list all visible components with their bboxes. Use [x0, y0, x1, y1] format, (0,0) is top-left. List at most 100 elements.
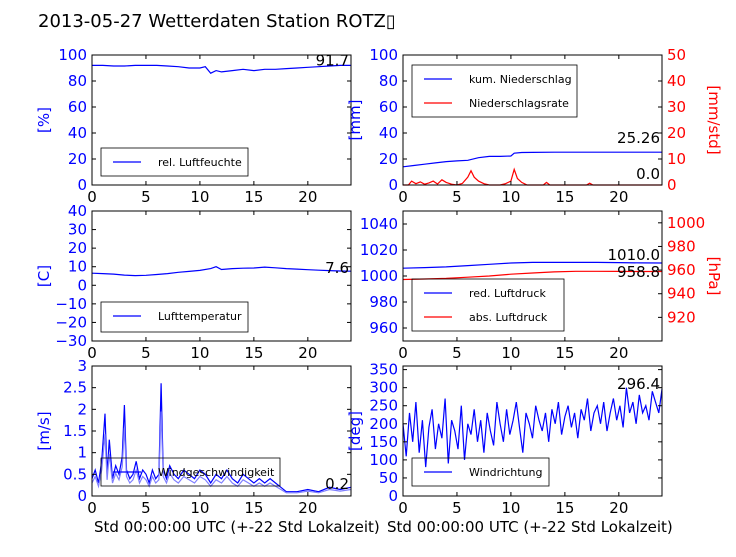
y-tick-label: 1040: [360, 215, 398, 233]
y-tick-label: 100: [369, 451, 398, 469]
y-tick-label: 0: [77, 176, 87, 194]
y-tick-label: 60: [68, 98, 87, 116]
panel-temperature: 0 5 10 15 20−30−20−10010203040[C]Lufttempera…: [35, 202, 352, 362]
x-tick-label: 10: [501, 344, 520, 362]
series-line-precipitation-1: [403, 167, 662, 186]
value-annotation: 958.8: [617, 263, 660, 281]
x-tick-label: 0: [398, 499, 408, 517]
y-tick-label: 1000: [360, 267, 398, 285]
series-line-pressure-0: [402, 261, 663, 269]
y-axis-label: [C]: [35, 265, 53, 287]
x-tick-label: 15: [555, 188, 574, 206]
value-annotation: 91.7: [316, 51, 349, 69]
x-tick-label: 15: [555, 344, 574, 362]
x-tick-label: 20: [298, 344, 317, 362]
value-annotation: 0.0: [636, 165, 660, 183]
y-tick-label: 0: [77, 276, 87, 294]
x-tick-label: 0: [87, 188, 97, 206]
x-tick-label: 20: [298, 188, 317, 206]
legend-label: Windgeschwindigkeit: [158, 466, 275, 479]
series-line-wind-speed-0: [91, 383, 352, 493]
series-line-wind-speed-secondary: [91, 411, 352, 494]
legend-box: [411, 457, 550, 487]
axes-frame: [402, 54, 663, 186]
y-tick-label: 1.5: [63, 422, 87, 440]
y-tick-label: 60: [379, 98, 398, 116]
y-tick-label: 250: [369, 397, 398, 415]
y-tick-label: 300: [369, 379, 398, 397]
legend-label: rel. Luftfeuchte: [158, 156, 242, 169]
x-tick-label: 10: [190, 188, 209, 206]
y-axis-label: [deg]: [346, 411, 364, 451]
y-tick-label: 0: [77, 487, 87, 505]
series-line-temperature-0: [91, 266, 352, 277]
panel-precipitation: 0 5 10 15 20 0 20 40 60 80 100 0 10 20 30 40 50 [mm] [mm/s…: [346, 46, 723, 206]
y-axis-label: [%]: [35, 107, 53, 133]
y-tick-label: 150: [369, 433, 398, 451]
y-tick-right-label: 1000: [667, 214, 705, 232]
y-tick-label: 40: [68, 124, 87, 142]
legend-label: Niederschlagsrate: [469, 97, 569, 110]
x-tick-label: 20: [609, 499, 628, 517]
x-tick-label: 20: [609, 344, 628, 362]
y-tick-label: 20: [379, 150, 398, 168]
series-line-precipitation-0: [402, 151, 662, 168]
y-tick-label: 100: [58, 46, 87, 64]
y-tick-right-label: 920: [667, 308, 696, 326]
y-axis-label-right: [mm/std]: [705, 85, 723, 154]
y-tick-label: 3: [77, 357, 87, 375]
legend-box: [100, 147, 249, 177]
legend-label: kum. Niederschlag: [469, 73, 572, 86]
y-tick-label: 0: [388, 487, 398, 505]
legend-label: Windrichtung: [469, 466, 542, 479]
value-annotation: 296.4: [617, 375, 660, 393]
value-annotation: 25.26: [617, 129, 660, 147]
series-line-humidity-0: [92, 64, 351, 74]
x-tick-label: 15: [244, 188, 263, 206]
xlabel-left: Std 00:00:00 UTC (+-22 Std Lokalzeit): [94, 518, 380, 536]
x-tick-label: 0: [398, 188, 408, 206]
legend-label: Lufttemperatur: [158, 310, 242, 323]
y-tick-right-label: 960: [667, 261, 696, 279]
panel-pressure: 0 5 10 15 20 960 980 1000 1020 1040 920 940 960 980 10…: [360, 210, 723, 362]
y-tick-label: 100: [369, 46, 398, 64]
y-axis-label: [mm]: [346, 100, 364, 141]
y-tick-label: 80: [379, 72, 398, 90]
y-tick-label: −10: [55, 295, 87, 313]
y-tick-right-label: 940: [667, 285, 696, 303]
x-tick-label: 20: [609, 188, 628, 206]
legend-box: [411, 64, 578, 118]
y-tick-label: 30: [68, 221, 87, 239]
x-tick-label: 0: [87, 344, 97, 362]
y-tick-label: 40: [379, 124, 398, 142]
y-tick-label: 1: [77, 444, 87, 462]
y-axis-label-right: [hPa]: [705, 257, 723, 296]
y-tick-label: 980: [369, 293, 398, 311]
x-tick-label: 15: [555, 499, 574, 517]
y-tick-label: −20: [55, 313, 87, 331]
legend: red. Luftdruck abs. Luftdruck: [411, 278, 565, 332]
series-line-wind-direction-0: [402, 387, 663, 468]
y-tick-right-label: 40: [667, 72, 686, 90]
y-tick-label: 0.5: [63, 465, 87, 483]
x-tick-label: 15: [244, 344, 263, 362]
y-tick-label: 20: [68, 150, 87, 168]
y-tick-right-label: 30: [667, 98, 686, 116]
y-tick-label: 0: [388, 176, 398, 194]
x-tick-label: 15: [244, 499, 263, 517]
panel-wind-direction: 0 5 10 15 20050100150200250300350[deg]Windri…: [346, 361, 663, 517]
x-tick-label: 10: [501, 499, 520, 517]
y-tick-right-label: 0: [667, 176, 677, 194]
x-tick-label: 20: [298, 499, 317, 517]
legend-box: [100, 457, 281, 487]
xlabel-right: Std 00:00:00 UTC (+-22 Std Lokalzeit): [387, 518, 673, 536]
legend: rel. Luftfeuchte: [100, 147, 249, 177]
y-tick-label: 40: [68, 202, 87, 220]
x-tick-label: 5: [141, 188, 151, 206]
x-tick-label: 10: [190, 344, 209, 362]
legend-label: abs. Luftdruck: [469, 311, 548, 324]
y-tick-label: 2: [77, 400, 87, 418]
y-tick-right-label: 20: [667, 124, 686, 142]
